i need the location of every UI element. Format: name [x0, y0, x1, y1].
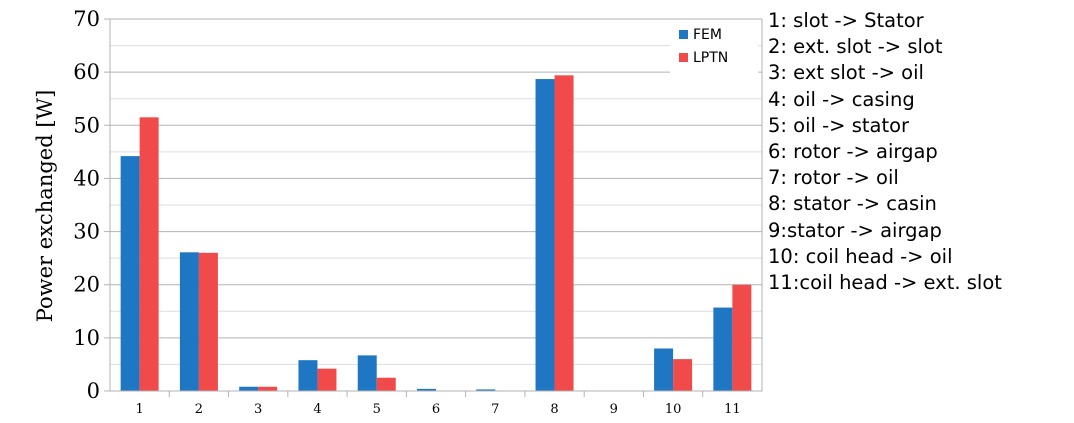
bar-fem-6 [417, 388, 436, 391]
legend-box [670, 21, 758, 73]
x-tick-label: 7 [491, 402, 499, 417]
category-legend-item-2: 2: ext. slot -> slot [768, 35, 943, 59]
category-legend-item-8: 8: stator -> casin [768, 192, 937, 216]
legend-label-fem: FEM [693, 27, 722, 43]
bar-fem-8 [535, 79, 555, 392]
x-tick-label: 1 [135, 402, 143, 417]
category-legend-item-1: 1: slot -> Stator [768, 9, 924, 32]
bar-fem-1 [120, 156, 140, 391]
bar-fem-10 [654, 348, 674, 391]
category-legend-item-9: 9:stator -> airgap [768, 218, 942, 242]
x-tick-label: 8 [550, 402, 558, 417]
category-legend-item-11: 11:coil head -> ext. slot [768, 271, 1002, 295]
legend: FEM LPTN [670, 21, 758, 73]
y-tick-label: 30 [73, 220, 100, 244]
axes [104, 18, 763, 397]
bars [120, 75, 752, 392]
x-tick-label: 5 [373, 402, 381, 417]
y-tick-label: 20 [73, 273, 100, 297]
x-tick-labels: 1 2 3 4 5 6 7 8 9 10 11 [135, 402, 740, 417]
bar-fem-3 [239, 386, 259, 391]
x-tick-label: 2 [195, 402, 203, 417]
category-legend-item-7: 7: rotor -> oil [768, 166, 899, 190]
bar-lptn-1 [139, 117, 159, 392]
y-tick-labels: 0 10 20 30 40 50 60 70 [73, 7, 100, 403]
bar-lptn-8 [554, 75, 574, 392]
x-tick-label: 6 [432, 402, 440, 417]
y-tick-label: 0 [87, 379, 100, 403]
plot-area-frame [109, 18, 763, 392]
bar-fem-7 [476, 389, 496, 391]
y-tick-label: 40 [73, 166, 100, 190]
y-tick-label: 10 [73, 326, 100, 350]
x-tick-label: 4 [313, 402, 321, 417]
x-tick-label: 10 [665, 402, 682, 417]
bar-lptn-3 [258, 386, 278, 391]
bar-lptn-2 [198, 252, 218, 391]
y-tick-label: 70 [73, 7, 100, 31]
bar-lptn-11 [732, 284, 752, 391]
bar-lptn-10 [673, 359, 693, 391]
category-legend-item-4: 4: oil -> casing [768, 87, 915, 111]
bar-fem-11 [713, 307, 733, 391]
y-tick-label: 50 [73, 113, 100, 137]
bar-fem-4 [298, 360, 318, 391]
category-legend-item-6: 6: rotor -> airgap [768, 140, 938, 164]
bar-lptn-5 [376, 377, 396, 391]
legend-label-lptn: LPTN [693, 50, 728, 66]
y-tick-label: 60 [73, 60, 100, 84]
bar-lptn-4 [317, 368, 337, 391]
y-axis-label: Power exchanged [W] [33, 90, 57, 323]
bar-fem-5 [357, 355, 377, 391]
legend-swatch-lptn [679, 53, 688, 62]
category-legend-item-10: 10: coil head -> oil [768, 244, 953, 268]
category-legend: 1: slot -> Stator 2: ext. slot -> slot 3… [768, 8, 1002, 296]
category-legend-item-5: 5: oil -> stator [768, 113, 910, 137]
bar-fem-2 [179, 252, 199, 391]
x-tick-label: 9 [610, 402, 618, 417]
category-legend-item-3: 3: ext slot -> oil [768, 61, 924, 85]
x-tick-label: 11 [724, 402, 741, 417]
legend-swatch-fem [679, 30, 688, 39]
x-tick-label: 3 [254, 402, 262, 417]
